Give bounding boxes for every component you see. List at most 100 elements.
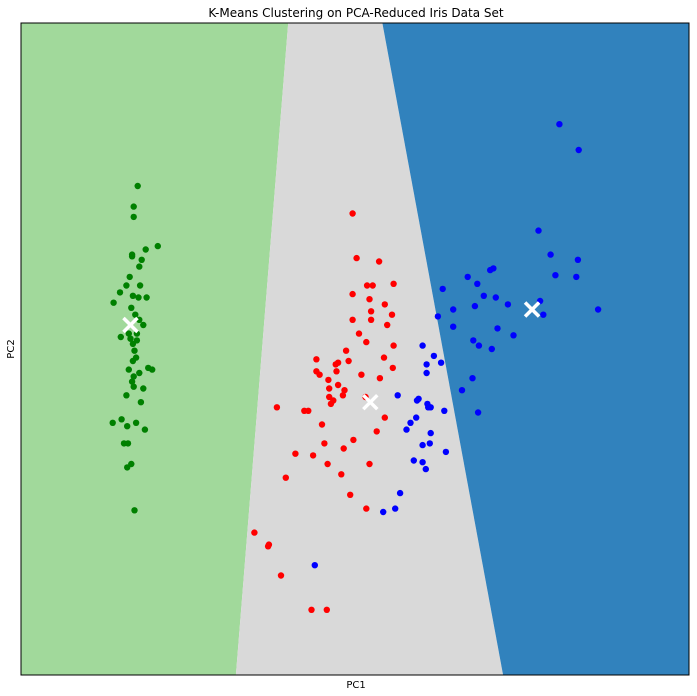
data-point — [363, 505, 370, 512]
data-point — [333, 368, 340, 375]
data-point — [316, 371, 323, 378]
data-point — [419, 441, 426, 449]
data-point — [458, 387, 466, 394]
data-point — [131, 347, 138, 354]
x-axis-label: PC1 — [346, 680, 365, 691]
data-point — [131, 507, 138, 514]
data-point — [130, 373, 137, 380]
data-point — [129, 292, 137, 299]
data-point — [487, 266, 494, 274]
data-point — [130, 383, 137, 390]
data-point — [340, 445, 347, 452]
data-point — [390, 342, 397, 349]
chart-title: K-Means Clustering on PCA-Reduced Iris D… — [208, 6, 503, 20]
data-point — [120, 440, 128, 447]
data-point — [323, 606, 330, 613]
data-point — [251, 529, 258, 536]
data-point — [124, 423, 131, 430]
data-point — [366, 296, 373, 303]
data-point — [342, 347, 350, 354]
data-point — [129, 357, 137, 365]
data-point — [413, 414, 420, 421]
data-point — [318, 421, 326, 428]
data-point — [325, 376, 332, 384]
data-point — [132, 419, 140, 426]
data-point — [135, 294, 142, 301]
data-point — [123, 392, 130, 399]
data-point — [492, 294, 499, 301]
data-point — [475, 342, 483, 349]
data-point — [427, 429, 434, 437]
data-point — [423, 361, 430, 368]
data-point — [423, 369, 430, 377]
data-point — [124, 464, 131, 471]
data-point — [396, 489, 404, 497]
data-point — [407, 419, 414, 426]
data-point — [326, 385, 333, 392]
data-point — [381, 301, 388, 308]
data-point — [575, 146, 582, 154]
data-point — [480, 292, 487, 299]
data-point — [309, 452, 317, 459]
data-point — [380, 508, 387, 516]
data-point — [464, 273, 471, 281]
data-point — [117, 333, 125, 341]
data-point — [282, 474, 289, 481]
data-point — [471, 302, 479, 310]
data-point — [450, 323, 457, 330]
data-point — [134, 182, 141, 190]
data-point — [540, 311, 547, 318]
data-point — [594, 306, 602, 313]
plot-frame — [20, 22, 690, 676]
y-axis-label: PC2 — [6, 339, 17, 358]
data-point — [556, 121, 563, 128]
data-point — [441, 407, 448, 414]
data-point — [127, 335, 134, 342]
data-point — [338, 471, 345, 478]
decision-regions — [21, 23, 689, 675]
data-point — [339, 392, 347, 399]
data-point — [332, 361, 339, 368]
data-point — [474, 280, 481, 287]
data-point — [439, 285, 446, 293]
data-point — [392, 505, 399, 512]
data-point — [140, 385, 147, 392]
data-point — [434, 313, 442, 320]
data-point — [381, 414, 388, 421]
data-point — [130, 213, 137, 221]
data-point — [430, 352, 438, 360]
data-point — [129, 340, 137, 348]
data-point — [116, 289, 124, 296]
data-point — [273, 404, 281, 411]
data-point — [394, 392, 401, 399]
data-point — [358, 371, 365, 378]
data-point — [128, 304, 135, 311]
data-point — [422, 465, 429, 473]
data-point — [349, 316, 356, 323]
data-point — [128, 378, 136, 385]
centroid-marker — [122, 316, 139, 334]
data-point — [419, 459, 426, 466]
data-point — [367, 316, 375, 323]
data-point — [327, 400, 335, 408]
data-point — [488, 345, 495, 353]
data-point — [110, 299, 117, 306]
data-point — [535, 227, 542, 234]
data-point — [345, 357, 352, 365]
data-point — [442, 448, 450, 456]
data-point — [376, 375, 384, 382]
data-point — [313, 356, 320, 363]
centroid-marker — [362, 393, 379, 411]
data-point — [389, 364, 396, 372]
centroids — [122, 301, 541, 411]
data-point — [375, 258, 383, 265]
data-point — [125, 366, 132, 373]
data-point — [384, 321, 391, 329]
data-point — [136, 316, 143, 323]
data-point — [142, 246, 149, 253]
data-point — [366, 460, 373, 468]
data-point — [419, 342, 426, 349]
data-point — [410, 457, 417, 464]
data-point — [126, 273, 133, 281]
